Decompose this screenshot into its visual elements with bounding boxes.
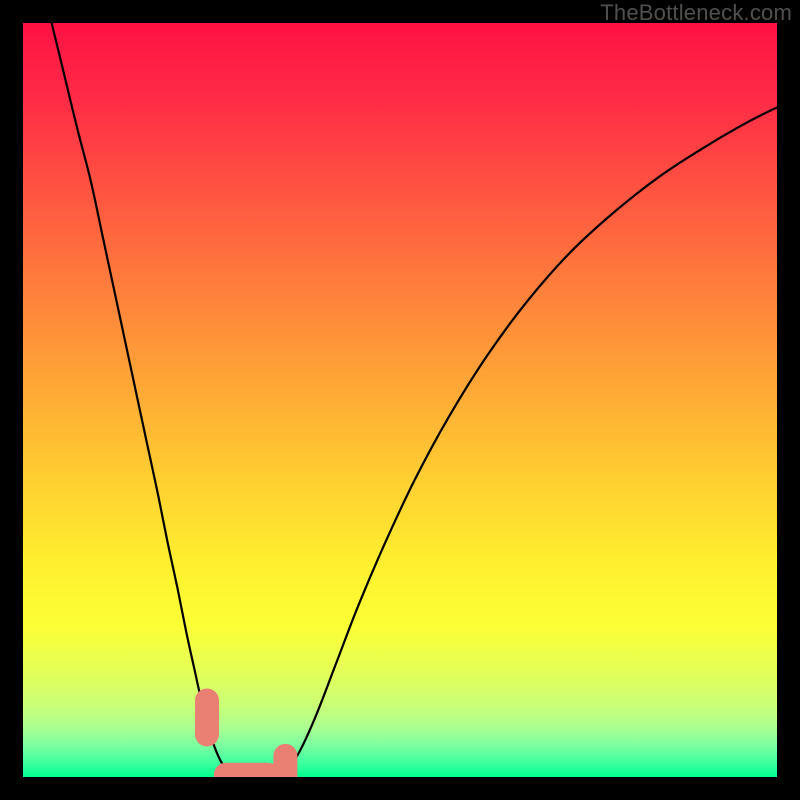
marker-pill: [195, 688, 219, 746]
marker-pill: [273, 744, 297, 777]
bottleneck-curve: [52, 23, 777, 777]
chart-overlay: [23, 23, 777, 777]
marker-pill: [214, 763, 280, 777]
chart-stage: TheBottleneck.com: [0, 0, 800, 800]
watermark-text: TheBottleneck.com: [600, 0, 792, 26]
plot-area: [23, 23, 777, 777]
